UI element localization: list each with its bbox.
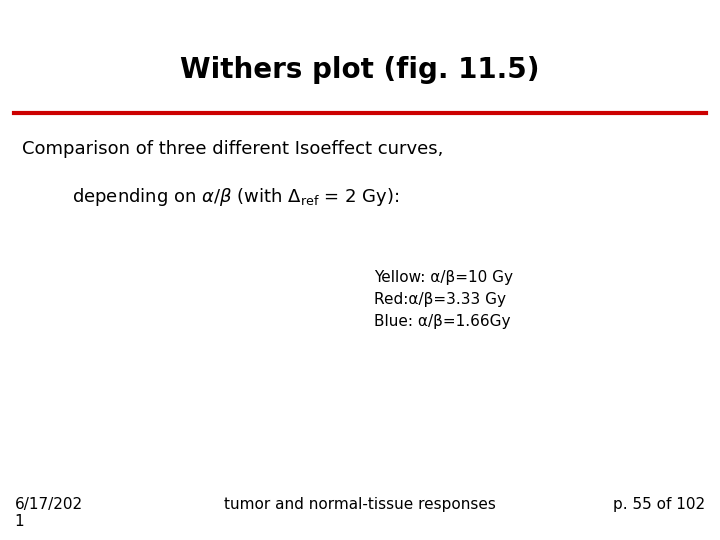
Text: p. 55 of 102: p. 55 of 102: [613, 497, 706, 512]
Text: depending on $\alpha$/$\beta$ (with $\Delta_{\rm ref}$ = 2 Gy):: depending on $\alpha$/$\beta$ (with $\De…: [72, 186, 400, 208]
Text: 6/17/202
1: 6/17/202 1: [14, 497, 83, 529]
Text: tumor and normal-tissue responses: tumor and normal-tissue responses: [224, 497, 496, 512]
Text: Yellow: α/β=10 Gy
Red:α/β=3.33 Gy
Blue: α/β=1.66Gy: Yellow: α/β=10 Gy Red:α/β=3.33 Gy Blue: …: [374, 270, 513, 329]
Text: Withers plot (fig. 11.5): Withers plot (fig. 11.5): [180, 56, 540, 84]
Text: Comparison of three different Isoeffect curves,: Comparison of three different Isoeffect …: [22, 140, 443, 158]
